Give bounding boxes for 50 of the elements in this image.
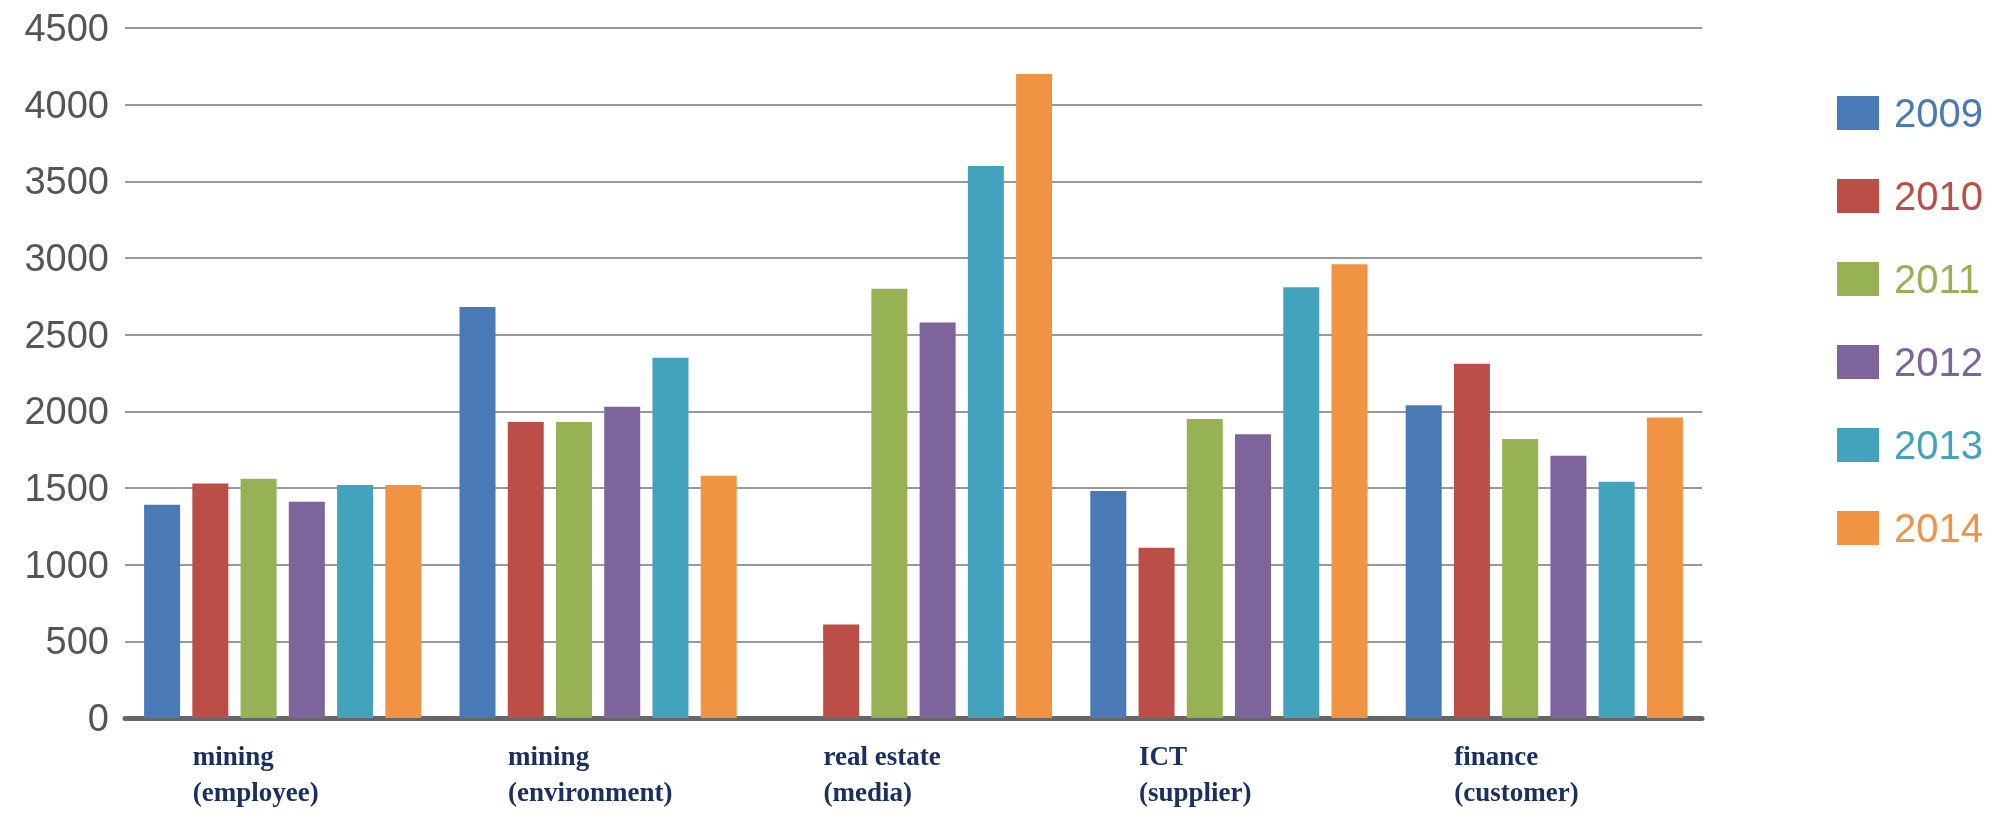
- bar: [604, 406, 641, 718]
- bar: [1598, 481, 1635, 718]
- bar: [385, 484, 422, 718]
- x-tick-label: ICT (supplier): [1138, 741, 1252, 807]
- bar: [1331, 264, 1368, 718]
- bar: [1502, 438, 1539, 718]
- y-tick-label: 500: [45, 620, 109, 663]
- bar: [1016, 74, 1053, 718]
- bar: [1453, 363, 1490, 718]
- y-tick-label: 2500: [24, 313, 109, 356]
- y-tick-label: 0: [87, 697, 109, 739]
- bar: [1235, 434, 1272, 718]
- bar: [337, 484, 374, 718]
- y-tick-label: 1000: [24, 543, 109, 586]
- x-tick-label: mining (environment): [508, 741, 673, 807]
- bar: [1283, 287, 1320, 718]
- y-tick-label: 3500: [24, 160, 109, 203]
- bar: [555, 422, 592, 718]
- x-tick-label: mining (employee): [192, 741, 319, 807]
- bar: [192, 483, 229, 718]
- legend-label: 2014: [1894, 506, 1983, 550]
- bar: [1186, 419, 1223, 718]
- bar: [967, 166, 1004, 718]
- legend-label: 2010: [1894, 174, 1983, 218]
- y-tick-label: 3000: [24, 237, 109, 279]
- bar: [919, 322, 956, 718]
- legend-label: 2011: [1894, 257, 1981, 301]
- bar: [871, 288, 908, 718]
- bar: [240, 478, 277, 718]
- bar: [1138, 547, 1175, 718]
- y-tick-label: 4000: [24, 83, 109, 126]
- legend-label: 2012: [1894, 340, 1983, 384]
- bar: [1090, 491, 1127, 718]
- legend-label: 2013: [1894, 423, 1983, 467]
- y-tick-label: 4500: [24, 7, 109, 49]
- bar: [1405, 405, 1442, 718]
- bar: [507, 422, 544, 718]
- bar: [652, 357, 689, 718]
- bar: [1646, 417, 1683, 718]
- bar: [144, 504, 181, 718]
- x-tick-label: finance (customer): [1454, 741, 1579, 807]
- bar: [288, 501, 325, 718]
- y-tick-label: 2000: [24, 390, 109, 433]
- bar: [459, 307, 496, 718]
- legend-label: 2009: [1894, 91, 1983, 135]
- bar: [700, 475, 737, 718]
- bar: [1550, 455, 1587, 718]
- y-tick-label: 1500: [24, 467, 109, 509]
- x-tick-label: real estate (media): [823, 741, 941, 807]
- bar: [823, 624, 860, 718]
